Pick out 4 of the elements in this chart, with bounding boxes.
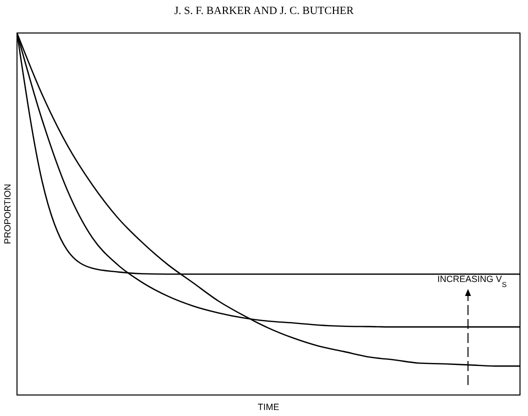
annotation: INCREASING V$_{S}$ — [437, 274, 507, 288]
x-axis-title: TIME — [258, 402, 280, 412]
y-axis-title: PROPORTION — [2, 184, 12, 244]
text: J. S. F. BARKER AND J. C. BUTCHER — [174, 5, 354, 17]
